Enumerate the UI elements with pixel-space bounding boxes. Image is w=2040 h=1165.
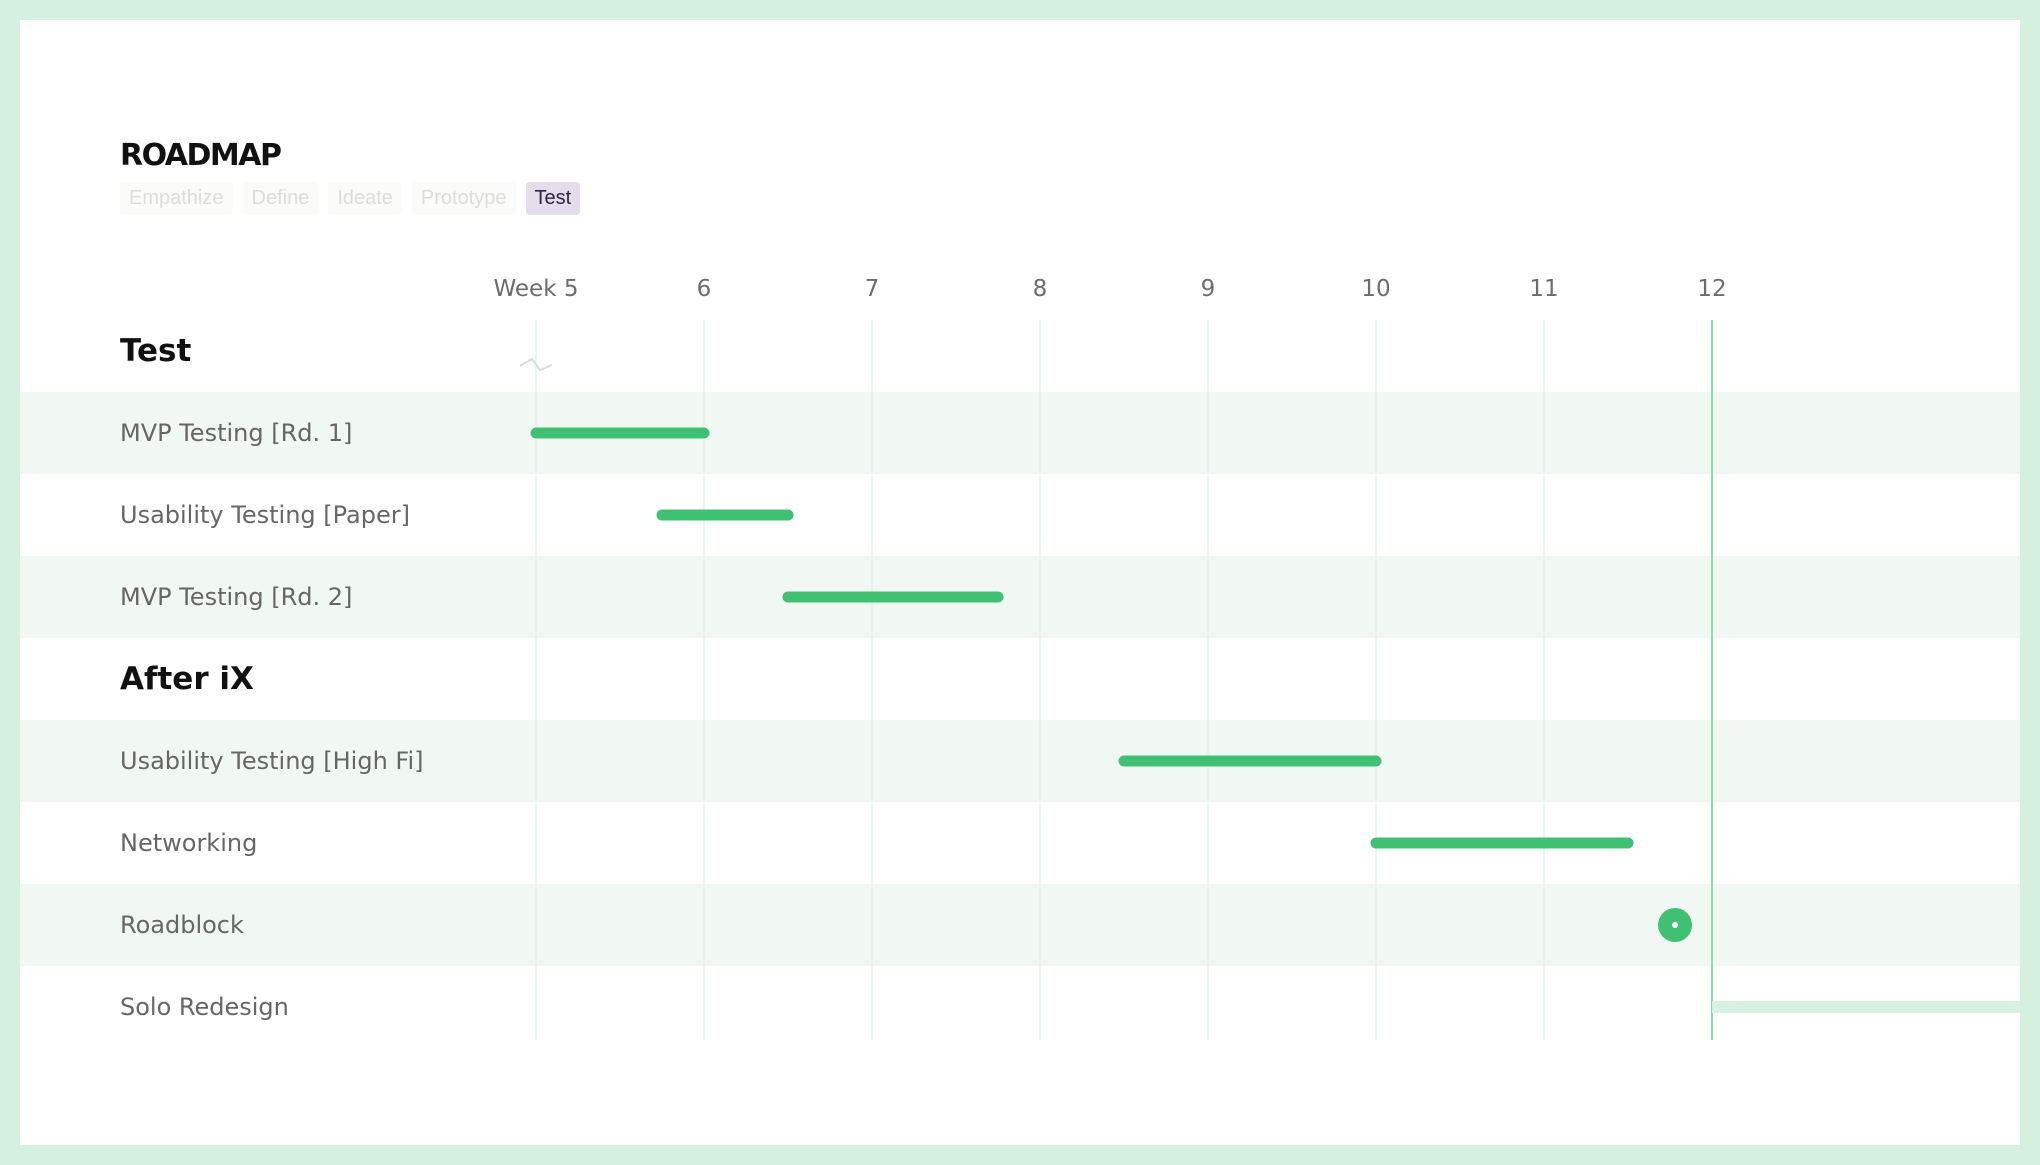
task-label[interactable]: MVP Testing [Rd. 1]	[120, 419, 353, 447]
row-band	[20, 392, 2020, 474]
week-tick-label: 10	[1361, 276, 1391, 302]
tab-test[interactable]: Test	[525, 182, 581, 215]
tab-prototype[interactable]: Prototype	[411, 182, 516, 215]
page-title: ROADMAP	[120, 138, 282, 173]
tab-define[interactable]: Define	[242, 182, 319, 215]
week-tick-label: 6	[696, 276, 712, 302]
roadmap-card: ROADMAP Empathize Define Ideate Prototype Te…	[20, 20, 2020, 1145]
tab-ideate[interactable]: Ideate	[328, 182, 402, 215]
row-band	[20, 556, 2020, 638]
week-tick-label: 7	[864, 276, 880, 302]
task-label[interactable]: Roadblock	[120, 911, 244, 939]
milestone-center-dot	[1672, 922, 1679, 928]
axis-break-icon	[519, 357, 553, 372]
section-heading: After iX	[120, 661, 254, 697]
week-tick-label: 11	[1529, 276, 1559, 302]
phase-tabs: Empathize Define Ideate Prototype Test	[120, 182, 581, 215]
task-label[interactable]: Usability Testing [Paper]	[120, 501, 410, 529]
task-bar-upcoming	[1712, 1001, 2020, 1013]
week-tick-label: 9	[1200, 276, 1216, 302]
tab-empathize[interactable]: Empathize	[120, 182, 233, 215]
week-tick-label: 12	[1697, 276, 1727, 302]
section-heading: Test	[120, 333, 192, 369]
task-label[interactable]: Solo Redesign	[120, 993, 289, 1021]
task-label[interactable]: Networking	[120, 829, 258, 857]
week-tick-label: 8	[1032, 276, 1048, 302]
week-tick-label: Week 5	[493, 276, 579, 302]
row-band	[20, 720, 2020, 802]
gantt-chart	[519, 320, 2020, 1040]
task-label[interactable]: Usability Testing [High Fi]	[120, 747, 424, 775]
task-label[interactable]: MVP Testing [Rd. 2]	[120, 583, 353, 611]
